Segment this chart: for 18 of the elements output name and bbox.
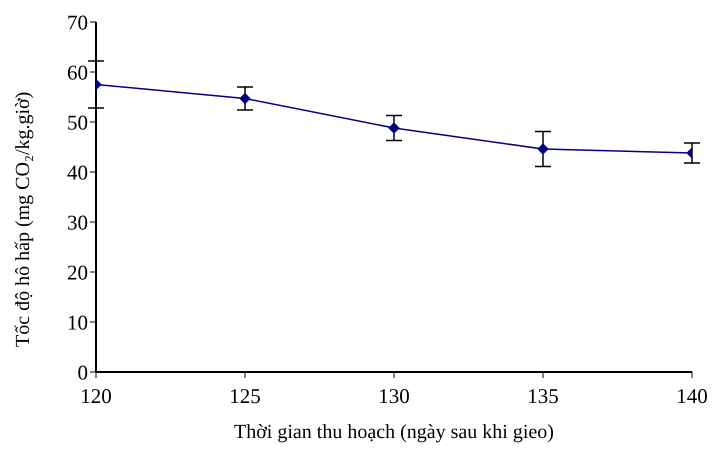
x-tick-label: 120 — [80, 384, 112, 408]
x-tick-label: 125 — [229, 384, 261, 408]
y-tick-label: 10 — [67, 310, 88, 334]
x-tick-label: 130 — [378, 384, 410, 408]
x-tick-label: 140 — [676, 384, 708, 408]
point — [240, 93, 250, 104]
x-axis-title: Thời gian thu hoạch (ngày sau khi gieo) — [234, 421, 554, 443]
x-tick-label: 135 — [527, 384, 559, 408]
y-tick-label: 60 — [67, 60, 88, 84]
y-tick-label: 30 — [67, 210, 88, 234]
y-tick-label: 50 — [67, 110, 88, 134]
y-tick-label: 70 — [67, 10, 88, 34]
point — [388, 122, 400, 134]
y-tick-label: 20 — [67, 260, 88, 284]
y-tick-label: 40 — [67, 160, 88, 184]
point — [538, 144, 548, 154]
y-tick-label: 0 — [78, 360, 88, 384]
y-axis-title: Tốc độ hô hấp (mg CO₂/kg.giờ) — [12, 92, 34, 347]
